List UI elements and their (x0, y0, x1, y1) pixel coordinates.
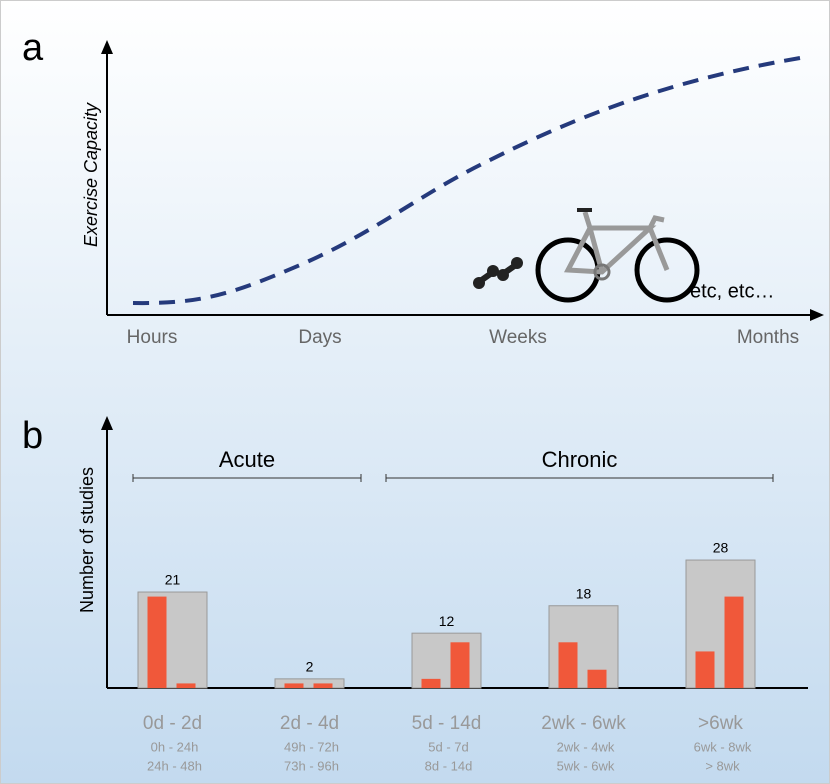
x-tick-label: 5d - 14d (412, 713, 482, 734)
sub-bar (725, 597, 744, 688)
sub-bar (588, 670, 607, 688)
annotation: etc, etc… (690, 280, 774, 302)
sub-bar (285, 683, 304, 688)
sub-bar (696, 651, 715, 688)
sub-bar (422, 679, 441, 688)
value-label: 28 (713, 540, 729, 556)
x-tick-label: 0d - 2d (143, 713, 202, 734)
x-sub-label: 2wk - 4wk (557, 739, 615, 754)
span-label: Chronic (542, 447, 618, 472)
panel-label: a (22, 27, 44, 69)
x-sub-label: 49h - 72h (284, 739, 339, 754)
x-tick-label: 2wk - 6wk (541, 713, 626, 734)
x-tick-label: Days (298, 327, 341, 348)
x-sub-label: 73h - 96h (284, 758, 339, 773)
x-sub-label: 5d - 7d (428, 739, 468, 754)
x-sub-label: 24h - 48h (147, 758, 202, 773)
y-axis-label: Number of studies (77, 467, 97, 613)
x-sub-label: 6wk - 8wk (694, 739, 752, 754)
value-label: 18 (576, 585, 592, 601)
x-sub-label: 0h - 24h (151, 739, 199, 754)
span-label: Acute (219, 447, 275, 472)
sub-bar (177, 683, 196, 688)
x-sub-label: > 8wk (705, 758, 740, 773)
sub-bar (148, 597, 167, 688)
panel-label: b (22, 415, 43, 457)
page: {"panel_a": {"label": "a", "y_label": "E… (0, 0, 830, 784)
x-sub-label: 5wk - 6wk (557, 758, 615, 773)
y-axis-label: Exercise Capacity (81, 102, 101, 247)
value-label: 21 (165, 572, 181, 588)
x-tick-label: Hours (127, 327, 178, 348)
sub-bar (314, 683, 333, 688)
x-tick-label: >6wk (698, 713, 743, 734)
x-sub-label: 8d - 14d (425, 758, 473, 773)
x-tick-label: Months (737, 327, 799, 348)
sub-bar (559, 642, 578, 688)
x-tick-label: Weeks (489, 327, 547, 348)
figure: a Exercise Capacity etc, etc… b Number o… (0, 0, 830, 784)
value-label: 12 (439, 613, 455, 629)
sub-bar (451, 642, 470, 688)
value-label: 2 (306, 659, 314, 675)
x-tick-label: 2d - 4d (280, 713, 339, 734)
